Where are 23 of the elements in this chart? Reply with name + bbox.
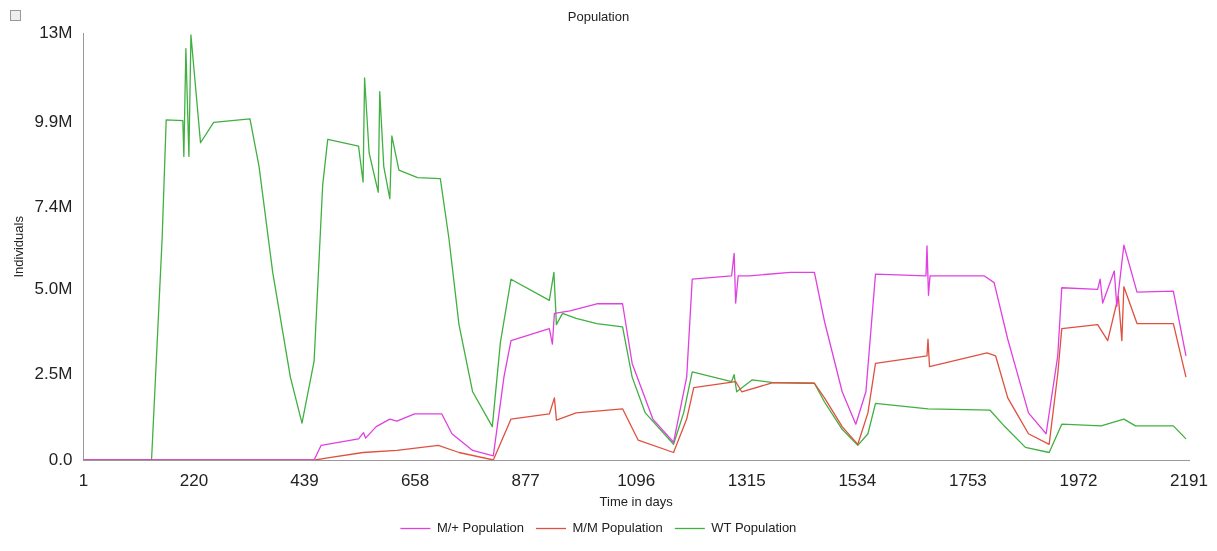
- y-tick-label: 7.4M: [34, 197, 73, 217]
- y-tick-label: 0.0: [48, 449, 73, 469]
- x-tick-label: 2191: [1170, 470, 1208, 490]
- y-axis-title: Individuals: [11, 215, 27, 278]
- y-tick-label: 13M: [39, 23, 73, 43]
- y-tick-label: 2.5M: [34, 364, 73, 384]
- x-tick-label: 1753: [948, 470, 987, 490]
- legend-label: M/+ Population: [436, 520, 525, 536]
- x-tick-label: 439: [290, 470, 319, 490]
- x-tick-label: 1: [78, 470, 89, 490]
- x-tick-label: 877: [511, 470, 540, 490]
- x-tick-label: 1534: [838, 470, 877, 490]
- y-tick-label: 9.9M: [34, 111, 73, 131]
- x-tick-label: 1315: [727, 470, 766, 490]
- x-tick-label: 220: [179, 470, 209, 490]
- legend-label: WT Population: [711, 520, 797, 536]
- x-tick-label: 1972: [1059, 470, 1098, 490]
- x-tick-label: 1096: [617, 470, 656, 490]
- x-axis-title: Time in days: [599, 493, 674, 509]
- legend-label: M/M Population: [572, 520, 663, 536]
- x-tick-label: 658: [400, 470, 430, 490]
- y-tick-label: 5.0M: [34, 279, 73, 299]
- chart-title: Population: [567, 9, 630, 25]
